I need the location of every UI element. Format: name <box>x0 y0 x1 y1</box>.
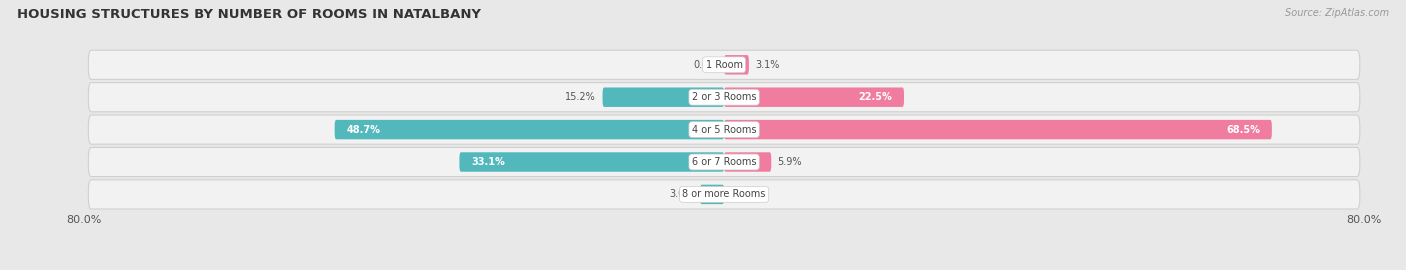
Text: 3.0%: 3.0% <box>669 189 693 200</box>
Text: 8 or more Rooms: 8 or more Rooms <box>682 189 766 200</box>
Text: 0.0%: 0.0% <box>693 60 717 70</box>
Text: 5.9%: 5.9% <box>778 157 803 167</box>
Text: 15.2%: 15.2% <box>565 92 596 102</box>
Text: 1 Room: 1 Room <box>706 60 742 70</box>
Text: 48.7%: 48.7% <box>347 124 381 135</box>
Text: 2 or 3 Rooms: 2 or 3 Rooms <box>692 92 756 102</box>
Text: 68.5%: 68.5% <box>1226 124 1260 135</box>
FancyBboxPatch shape <box>724 152 772 172</box>
FancyBboxPatch shape <box>724 87 904 107</box>
Text: 4 or 5 Rooms: 4 or 5 Rooms <box>692 124 756 135</box>
FancyBboxPatch shape <box>89 180 1360 209</box>
Text: 3.1%: 3.1% <box>755 60 780 70</box>
FancyBboxPatch shape <box>724 55 749 75</box>
FancyBboxPatch shape <box>89 147 1360 177</box>
Text: 22.5%: 22.5% <box>858 92 891 102</box>
FancyBboxPatch shape <box>700 185 724 204</box>
FancyBboxPatch shape <box>724 120 1272 139</box>
FancyBboxPatch shape <box>89 83 1360 112</box>
FancyBboxPatch shape <box>460 152 724 172</box>
Text: 0.0%: 0.0% <box>731 189 755 200</box>
Text: Source: ZipAtlas.com: Source: ZipAtlas.com <box>1285 8 1389 18</box>
FancyBboxPatch shape <box>89 115 1360 144</box>
Text: 33.1%: 33.1% <box>471 157 505 167</box>
Text: 6 or 7 Rooms: 6 or 7 Rooms <box>692 157 756 167</box>
Text: HOUSING STRUCTURES BY NUMBER OF ROOMS IN NATALBANY: HOUSING STRUCTURES BY NUMBER OF ROOMS IN… <box>17 8 481 21</box>
FancyBboxPatch shape <box>603 87 724 107</box>
FancyBboxPatch shape <box>335 120 724 139</box>
FancyBboxPatch shape <box>89 50 1360 79</box>
